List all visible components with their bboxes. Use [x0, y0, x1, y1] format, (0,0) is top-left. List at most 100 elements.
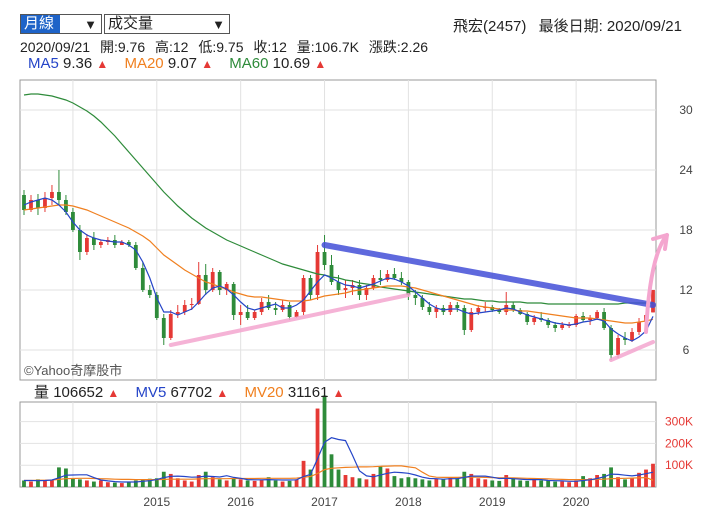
candle-body: [588, 318, 592, 320]
ma60-label: MA60: [229, 55, 269, 72]
volume-bar: [476, 478, 481, 487]
volume-bar: [252, 480, 257, 487]
ohlc-volume: 量:106.7K: [296, 39, 360, 55]
volume-bar: [98, 480, 103, 487]
candle-body: [238, 312, 243, 315]
volume-bar: [609, 467, 613, 487]
candle-body: [413, 295, 418, 298]
candle-body: [497, 310, 502, 312]
up-triangle-icon: ▲: [332, 386, 345, 400]
indicator-select[interactable]: 成交量 ▼: [104, 14, 230, 34]
up-triangle-icon: ▲: [314, 57, 327, 71]
volume-bar: [168, 473, 173, 487]
ohlc-high: 高:12: [155, 39, 189, 55]
candle-body: [301, 278, 306, 312]
candle-body: [294, 312, 299, 317]
candle-body: [36, 200, 40, 208]
volume-bar: [140, 479, 145, 487]
volume-bar: [287, 480, 292, 487]
volume-bar: [203, 471, 208, 487]
volume-bar: [350, 477, 355, 487]
candle-body: [98, 242, 103, 245]
ohlc-open: 開:9.76: [99, 39, 146, 55]
period-select[interactable]: 月線 ▼: [20, 14, 102, 34]
candle-body: [140, 268, 145, 290]
candle-body: [308, 278, 313, 295]
volume-bar: [427, 480, 432, 487]
volume-bar: [105, 482, 110, 487]
x-tick-label: 2017: [311, 495, 338, 509]
candle-body: [78, 230, 82, 252]
volume-bar: [91, 481, 96, 487]
volume-bar: [78, 479, 82, 487]
volume-bar: [399, 478, 404, 487]
volume-bar: [85, 480, 89, 487]
price-grid: [19, 79, 657, 381]
up-triangle-icon: ▲: [216, 386, 229, 400]
volume-bar: [392, 476, 397, 487]
volume-bar: [469, 473, 474, 487]
volume-bar: [126, 481, 131, 487]
ohlc-close: 收:12: [253, 39, 287, 55]
vol-legend-item: 量 106652 ▲: [34, 384, 119, 401]
candle-body: [168, 314, 173, 338]
candle-body: [85, 238, 89, 252]
candle-body: [553, 325, 558, 328]
volume-bar: [133, 480, 138, 487]
candle-body: [259, 302, 264, 312]
volume-bar: [651, 463, 655, 487]
price-tick-label: 24: [679, 163, 693, 177]
volume-bar: [623, 479, 627, 487]
volume-bar: [238, 479, 243, 487]
candles: [22, 170, 655, 360]
candle-body: [182, 305, 187, 312]
ohlc-row: 2020/09/21 開:9.76 高:12 低:9.75 收:12 量:106…: [20, 37, 434, 57]
price-tick-label: 18: [679, 223, 693, 237]
chevron-down-icon[interactable]: ▼: [84, 17, 97, 32]
axis-labels: 2015 2016 2017 2018 2019 2020 30 24 18 12 6 300K 200…: [143, 103, 693, 509]
candle-body: [462, 308, 467, 330]
volume-bar: [245, 480, 250, 487]
candle-body: [126, 242, 131, 245]
ohlc-change: 漲跌:2.26: [368, 39, 429, 55]
candle-body: [378, 278, 383, 280]
volume-bar: [336, 469, 341, 487]
up-triangle-icon: ▲: [107, 386, 120, 400]
volume-bar: [329, 454, 334, 487]
arrow-head: [650, 233, 669, 251]
volume-bar: [567, 482, 572, 487]
candle-body: [371, 278, 376, 288]
candle-body: [420, 298, 425, 307]
volume-bar: [29, 481, 33, 487]
ma-legend: MA5 9.36 ▲ MA20 9.07 ▲ MA60 10.69 ▲: [28, 55, 338, 72]
trendline: [609, 340, 655, 362]
chevron-down-icon[interactable]: ▼: [212, 17, 225, 32]
volume-bar: [574, 480, 579, 487]
up-triangle-icon: ▲: [96, 57, 109, 71]
volume-bar: [322, 395, 327, 487]
volume-grid: [19, 401, 657, 488]
volume-bar: [119, 483, 124, 487]
volume-bar: [441, 479, 446, 487]
stock-name: 飛宏(2457): [453, 18, 527, 35]
volume-bar: [413, 478, 418, 487]
ma5-label: MA5: [28, 55, 59, 72]
candle-body: [273, 308, 278, 310]
price-tick-label: 12: [679, 283, 693, 297]
x-tick-label: 2018: [395, 495, 422, 509]
volume-bar: [50, 480, 54, 487]
candle-body: [322, 252, 327, 265]
candle-body: [329, 265, 334, 282]
volume-bar: [546, 480, 551, 487]
mv20-value: 31161: [287, 384, 329, 401]
mv5-legend: MV5 67702 ▲: [135, 384, 228, 401]
candle-body: [43, 198, 47, 208]
candle-body: [525, 314, 530, 322]
volume-bar: [280, 481, 285, 487]
candle-body: [560, 325, 565, 328]
candle-body: [252, 312, 257, 318]
volume-bar: [294, 479, 299, 487]
volume-bar: [196, 475, 201, 487]
volume-bar: [217, 479, 222, 487]
mv20-label: MV20: [244, 384, 284, 401]
